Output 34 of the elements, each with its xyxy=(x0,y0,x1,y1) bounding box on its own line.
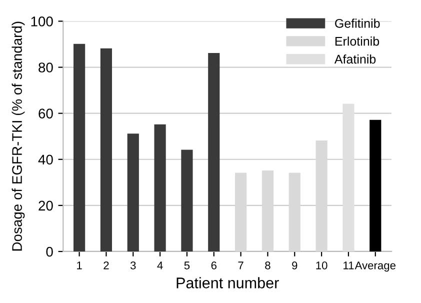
y-tick-label: 100 xyxy=(31,16,53,26)
bar xyxy=(181,150,193,252)
x-tick-label: 11 xyxy=(344,262,354,270)
x-tick-label: 2 xyxy=(104,262,109,270)
bar xyxy=(154,124,166,252)
y-tick-label: 20 xyxy=(38,200,53,211)
bar xyxy=(262,170,274,252)
x-tick-label: 6 xyxy=(211,262,216,270)
legend-label: Erlotinib xyxy=(335,36,380,46)
x-tick-label: 10 xyxy=(316,262,328,270)
x-tick-label: 1 xyxy=(77,262,82,270)
x-tick-label: 4 xyxy=(157,262,163,270)
bar xyxy=(208,53,220,252)
y-tick-label: 0 xyxy=(46,246,53,257)
legend-label: Afatinib xyxy=(334,54,376,64)
x-tick-label: Average xyxy=(354,262,396,272)
bar xyxy=(234,172,247,252)
x-tick-label: 9 xyxy=(292,262,298,270)
bar xyxy=(127,134,139,252)
y-axis-title: Dosage of EGFR-TKI (% of standard) xyxy=(12,22,25,251)
x-tick-label: 5 xyxy=(184,262,190,270)
bar xyxy=(316,140,328,252)
x-axis-title: Patient number xyxy=(176,277,279,288)
x-tick-label: 7 xyxy=(238,262,244,270)
bar xyxy=(288,172,300,252)
x-tick-label: 3 xyxy=(130,262,136,270)
y-tick-label: 40 xyxy=(38,154,53,165)
legend-label: Gefitinib xyxy=(335,18,380,28)
y-tick-label: 80 xyxy=(38,62,53,72)
bar xyxy=(100,48,112,252)
x-tick-label: 8 xyxy=(265,262,270,270)
bar xyxy=(73,44,86,252)
bar xyxy=(342,104,354,252)
y-tick-label: 60 xyxy=(38,108,53,118)
